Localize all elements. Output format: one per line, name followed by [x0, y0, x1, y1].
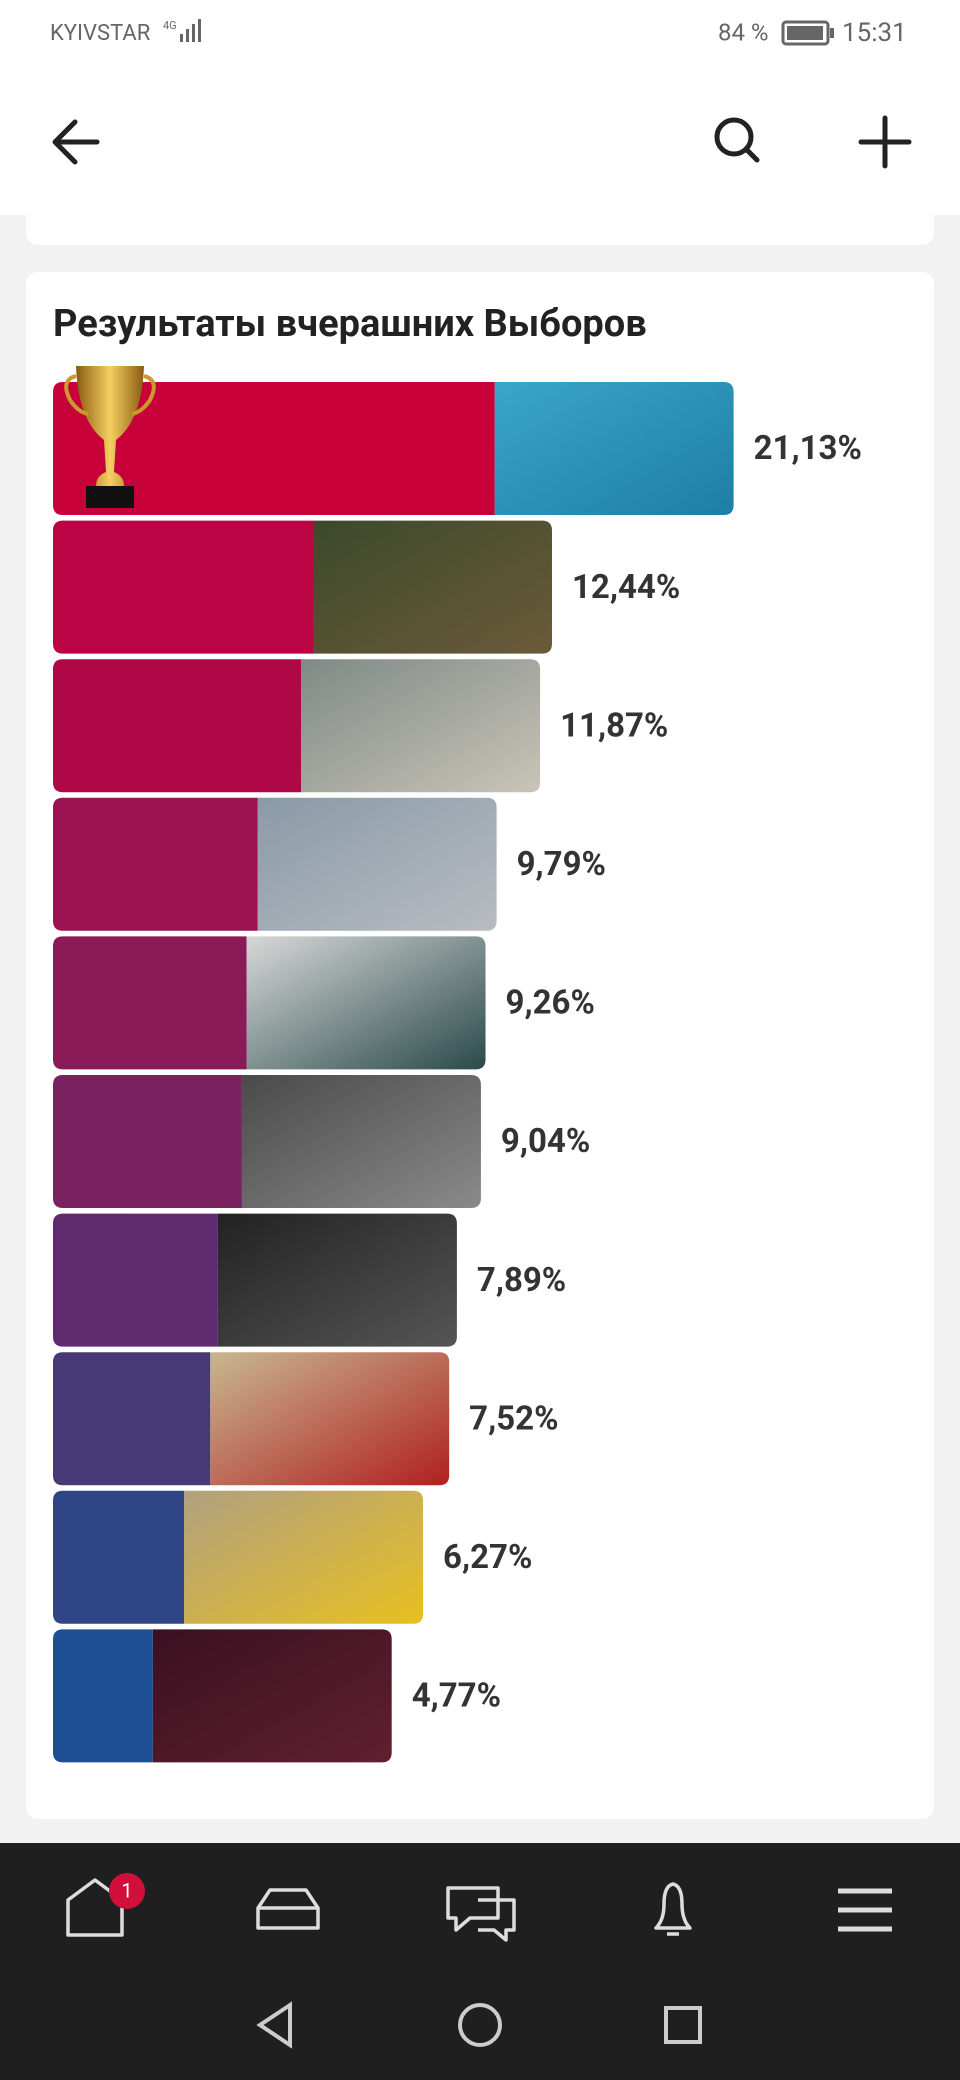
menu-tab[interactable]: [838, 1888, 892, 1932]
car-photo: [494, 382, 734, 515]
chart-title: Результаты вчерашних Выборов: [53, 302, 647, 346]
bar: [53, 936, 247, 1070]
value-label: 7,89%: [477, 1261, 566, 1300]
system-back[interactable]: [256, 2001, 292, 2049]
bar-chart: 21,13% 12,44% 11,87% 9,79% 9,26% 9,04% 7,89% 7,…: [53, 382, 862, 1763]
battery-icon: [781, 20, 834, 46]
system-recents[interactable]: [664, 2006, 702, 2044]
badge-count: 1: [121, 1878, 132, 1902]
badge: [109, 1873, 145, 1909]
bar: [53, 382, 495, 515]
car-photo: [312, 520, 552, 654]
bar: [53, 520, 313, 654]
notifications-tab[interactable]: [654, 1882, 692, 1936]
network: 4G: [163, 19, 177, 32]
value-label: 21,13%: [754, 429, 862, 468]
value-label: 12,44%: [572, 568, 680, 607]
trophy: [64, 366, 156, 508]
clock: 15:31: [842, 18, 907, 48]
battery-text: 84 %: [718, 18, 769, 46]
bar: [53, 797, 258, 931]
chat-tab[interactable]: [446, 1886, 516, 1942]
car-photo: [210, 1352, 450, 1486]
bar: [53, 1490, 185, 1624]
value-label: 6,27%: [443, 1538, 532, 1577]
value-label: 11,87%: [560, 706, 668, 745]
value-label: 9,04%: [501, 1122, 590, 1161]
value-label: 7,52%: [469, 1399, 558, 1438]
value-label: 4,77%: [412, 1677, 501, 1716]
bar: [53, 1075, 242, 1208]
add-button[interactable]: [858, 115, 912, 169]
car-photo: [152, 1629, 392, 1763]
bottom-nav: [0, 1843, 960, 2080]
bar: [53, 659, 302, 793]
car-photo: [246, 936, 486, 1070]
car-photo: [257, 797, 497, 931]
signal-icon: [180, 19, 201, 42]
car-photo: [301, 659, 541, 793]
home-tab[interactable]: [66, 1878, 124, 1937]
car-photo: [241, 1075, 481, 1208]
car-photo: [217, 1213, 457, 1347]
bar: [53, 1629, 153, 1763]
car-photo: [184, 1490, 424, 1624]
garage-tab[interactable]: [256, 1888, 320, 1930]
carrier: KYIVSTAR: [50, 21, 151, 46]
value-label: 9,79%: [517, 845, 606, 884]
value-label: 9,26%: [506, 984, 595, 1023]
search-button[interactable]: [714, 117, 760, 163]
system-home[interactable]: [458, 2003, 502, 2047]
bar: [53, 1213, 218, 1347]
prev-card: [26, 200, 934, 245]
back-button[interactable]: [52, 119, 100, 165]
bar: [53, 1352, 211, 1486]
